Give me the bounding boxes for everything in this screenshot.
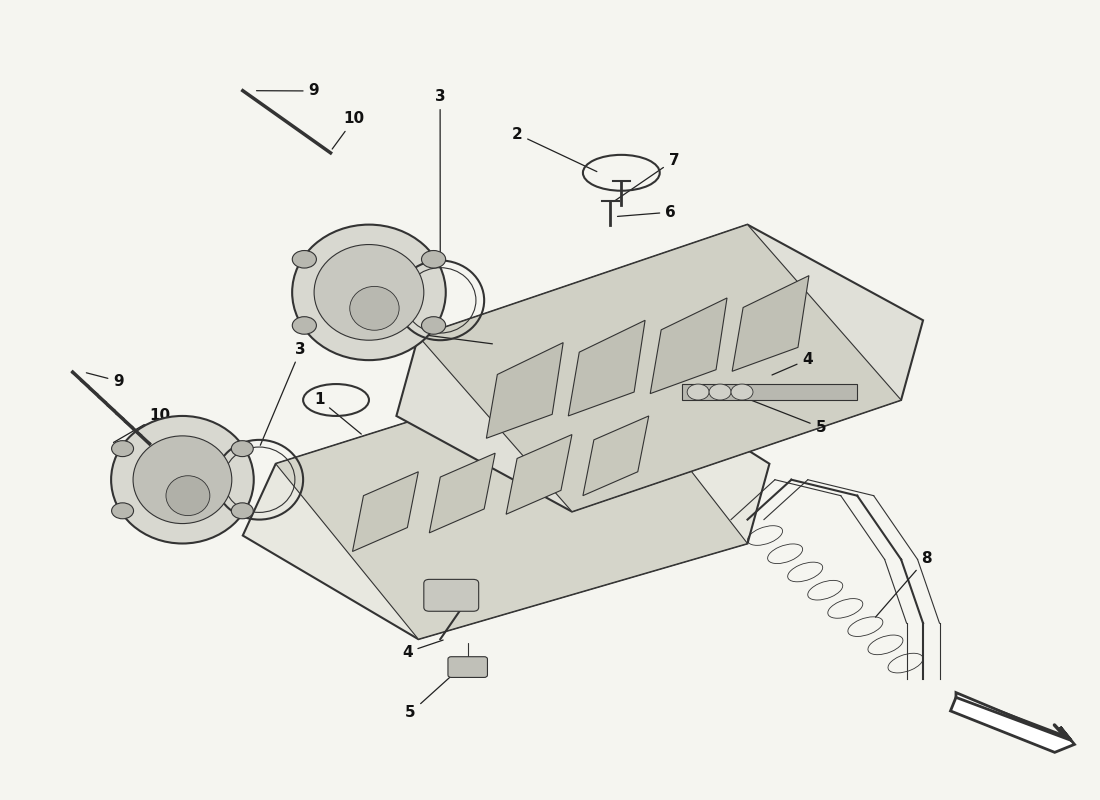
Text: 9: 9 — [87, 373, 124, 389]
Circle shape — [293, 317, 317, 334]
Ellipse shape — [111, 416, 254, 543]
Circle shape — [710, 384, 732, 400]
Polygon shape — [682, 384, 857, 400]
Text: 10: 10 — [332, 111, 365, 149]
Polygon shape — [583, 416, 649, 496]
Polygon shape — [418, 225, 901, 512]
Text: 5: 5 — [723, 389, 826, 435]
Text: 2: 2 — [512, 126, 597, 172]
Text: 1: 1 — [304, 312, 493, 344]
Text: 10: 10 — [113, 408, 170, 442]
Circle shape — [293, 250, 317, 268]
Polygon shape — [650, 298, 727, 394]
Ellipse shape — [293, 225, 446, 360]
Circle shape — [421, 250, 446, 268]
Text: 9: 9 — [256, 83, 319, 98]
Polygon shape — [429, 453, 495, 533]
FancyBboxPatch shape — [424, 579, 478, 611]
Circle shape — [421, 317, 446, 334]
Polygon shape — [243, 360, 769, 639]
Circle shape — [111, 503, 133, 518]
Ellipse shape — [166, 476, 210, 515]
Circle shape — [231, 503, 253, 518]
Polygon shape — [486, 342, 563, 438]
Polygon shape — [569, 320, 645, 416]
Polygon shape — [352, 472, 418, 551]
Text: 5: 5 — [405, 673, 454, 720]
Text: 3: 3 — [434, 89, 446, 286]
Text: 4: 4 — [772, 352, 813, 375]
Text: 8: 8 — [876, 551, 932, 617]
Polygon shape — [956, 693, 1064, 746]
Ellipse shape — [133, 436, 232, 523]
Text: 1: 1 — [315, 392, 361, 434]
Polygon shape — [396, 225, 923, 512]
Polygon shape — [733, 276, 808, 371]
Ellipse shape — [315, 245, 424, 340]
Polygon shape — [506, 434, 572, 514]
Text: 4: 4 — [402, 640, 443, 660]
Text: 7: 7 — [614, 153, 679, 202]
Circle shape — [688, 384, 710, 400]
Ellipse shape — [350, 286, 399, 330]
Polygon shape — [950, 698, 1075, 752]
Circle shape — [231, 441, 253, 457]
Circle shape — [732, 384, 754, 400]
Text: 3: 3 — [261, 342, 306, 446]
Polygon shape — [276, 360, 748, 639]
FancyBboxPatch shape — [448, 657, 487, 678]
Circle shape — [111, 441, 133, 457]
Text: 6: 6 — [617, 205, 676, 220]
